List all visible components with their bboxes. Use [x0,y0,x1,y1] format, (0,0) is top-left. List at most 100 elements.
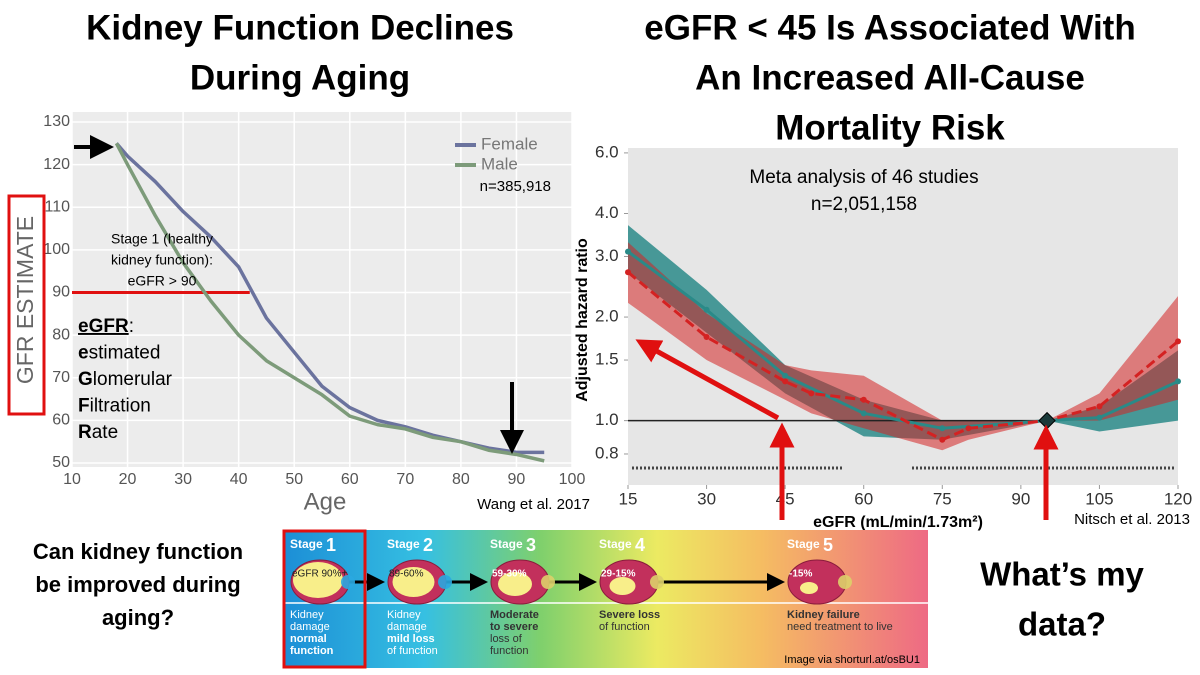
x-tick-label: 75 [933,489,952,508]
stage-number: 3 [526,535,536,555]
point [860,396,867,403]
point [782,372,789,379]
confidence-band [628,242,1178,451]
point [939,425,946,432]
stage-description: Kidney [290,609,324,621]
stage-description: damage [387,621,427,633]
point [703,306,710,313]
point [625,269,631,276]
point [625,248,631,255]
stage-number: 2 [423,535,433,555]
stage-label: Stage [290,537,323,551]
kidney-notch [541,575,555,589]
x-tick-label: 70 [396,471,414,488]
line [627,271,1179,442]
point [1096,403,1103,410]
stage-range: -15% [789,569,812,580]
point [860,410,867,417]
y-axis-label: Adjusted hazard ratio [574,238,591,402]
stage-label: Stage [599,537,632,551]
chart-title: Mortality Risk [775,108,1005,147]
x-tick-label: 120 [1164,489,1192,508]
legend-label: Male [481,154,518,173]
definition: estimated [78,343,160,364]
y-tick-label: 6.0 [595,142,619,161]
y-tick-label: 90 [52,284,70,301]
stage-number: 4 [635,535,645,555]
x-tick-label: 30 [174,471,192,488]
stage-description: Kidney failure [787,609,860,621]
stage-description: to severe [490,621,538,633]
highlight-box [282,529,367,669]
stage-range: eGFR 90%+ [292,569,347,580]
stages-panel: Can kidney function be improved during agi… [33,529,1145,669]
x-tick-label: 40 [230,471,248,488]
x-tick-label: 50 [285,471,303,488]
stage-label: Stage [490,537,523,551]
plot-area [72,112,572,467]
red-arrow [635,339,780,421]
x-tick-label: 60 [341,471,359,488]
x-tick-label: 90 [1011,489,1030,508]
label-box [7,194,46,416]
point [782,378,789,385]
stage-description: normal [290,633,327,645]
closing: What’s my [980,556,1144,593]
y-tick-label: 120 [43,156,70,173]
definition: eGFR: [78,316,134,337]
mortality-chart: eGFR < 45 Is Associated With An Increased… [574,8,1192,531]
y-tick-label: 50 [52,454,70,471]
point [1175,338,1181,345]
aging-chart: Kidney Function Declines During Aging 10 20… [7,8,590,515]
point [1096,414,1103,421]
definition: Glomerular [78,369,173,390]
annotation: eGFR > 90 [128,273,197,289]
y-tick-label: 130 [43,113,70,130]
stage-range: 89-60% [389,569,424,580]
stage-range: 59-30% [492,569,527,580]
definition: Filtration [78,396,151,417]
kidney-notch [838,575,852,589]
question: Can kidney function [33,539,243,564]
x-axis-label: Age [304,488,347,515]
x-tick-label: 20 [119,471,137,488]
annotation: Meta analysis of 46 studies [749,167,978,188]
kidney-inner [800,582,818,594]
x-tick-label: 60 [854,489,873,508]
chart-title: An Increased All-Cause [695,58,1085,97]
stage-range: 29-15% [601,569,636,580]
stage-label: Stage [787,537,820,551]
kidney-inner [392,567,435,597]
stage-description: of function [599,621,650,633]
x-axis-label: eGFR (mL/min/1.73m²) [813,514,983,531]
point [703,334,710,341]
chart-title: eGFR < 45 Is Associated With [644,8,1135,47]
stage-description: Severe loss [599,609,660,621]
y-tick-label: 70 [52,369,70,386]
y-tick-label: 0.8 [595,443,619,462]
stage-description: function [490,645,529,657]
x-tick-label: 90 [508,471,526,488]
y-tick-label: 80 [52,326,70,343]
x-tick-label: 45 [776,489,795,508]
annotation: kidney function): [111,252,213,268]
annotation: Stage 1 (healthy [111,231,213,247]
y-axis-label: GFR ESTIMATE [12,216,38,384]
question: be improved during [35,572,240,597]
y-tick-label: 1.0 [595,410,619,429]
closing: data? [1018,606,1106,643]
source: Image via shorturl.at/osBU1 [784,654,920,666]
kidney-inner [609,577,636,595]
confidence-band [628,225,1178,440]
stage-description: need treatment to live [787,621,893,633]
x-tick-label: 80 [452,471,470,488]
stage-description: Kidney [387,609,421,621]
stage-description: mild loss [387,633,435,645]
kidney-notch [341,575,355,589]
point [1175,378,1181,385]
stage-description: function [290,645,334,657]
chart-title: During Aging [190,58,410,97]
line [114,142,545,463]
